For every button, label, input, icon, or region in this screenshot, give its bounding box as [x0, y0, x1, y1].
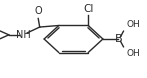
- Text: Cl: Cl: [83, 4, 93, 14]
- Text: OH: OH: [126, 49, 140, 58]
- Text: O: O: [34, 6, 42, 16]
- Text: B: B: [115, 34, 123, 44]
- Text: OH: OH: [126, 20, 140, 29]
- Text: NH: NH: [16, 30, 31, 40]
